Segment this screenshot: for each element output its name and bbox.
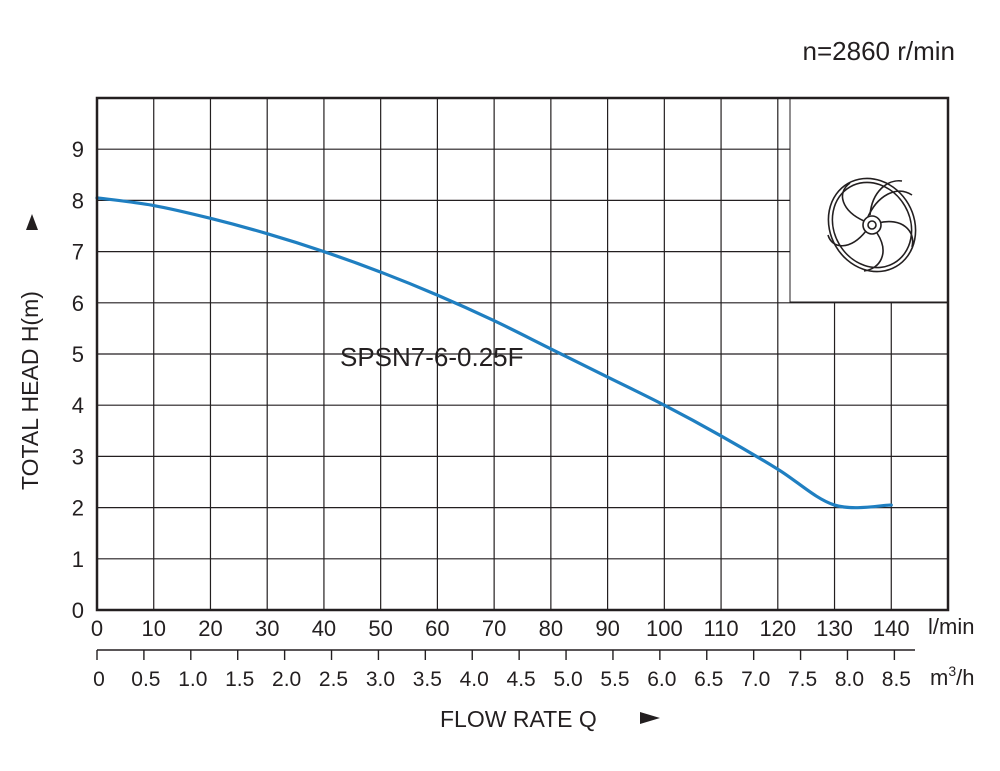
series-line-spsn7 (95, 196, 893, 510)
x-axis-arrow-icon (640, 712, 660, 724)
x-tick-label: 30 (255, 616, 279, 641)
y-axis-arrow-icon (26, 214, 38, 230)
impeller-inset (789, 97, 949, 303)
y-tick-label: 0 (72, 598, 84, 623)
x-tick-label: 80 (539, 616, 563, 641)
y-tick-label: 3 (72, 444, 84, 469)
y-tick-label: 4 (72, 393, 84, 418)
x-unit-lmin: l/min (928, 614, 974, 639)
m3h-tick-label: 1.5 (225, 668, 254, 691)
x-tick-label: 60 (425, 616, 449, 641)
x-tick-label: 140 (873, 616, 910, 641)
m3h-tick-label: 0.5 (131, 668, 160, 691)
m3h-tick-label: 7.5 (788, 668, 817, 691)
x-tick-label: 130 (816, 616, 853, 641)
secondary-x-axis: 0 0.5 1.0 1.5 2.0 2.5 3.0 3.5 4.0 4.5 5.0 5.5 6.0 6.5… (93, 649, 915, 691)
x-unit-m3h: m3/h (930, 663, 974, 690)
m3h-tick-label: 2.0 (272, 668, 301, 691)
plot-frame (95, 96, 950, 612)
x-tick-label: 20 (198, 616, 222, 641)
m3h-tick-label: 6.5 (694, 668, 723, 691)
m3h-tick-label: 2.5 (319, 668, 348, 691)
y-tick-label: 2 (72, 496, 84, 521)
m3h-tick-label: 4.0 (460, 668, 489, 691)
m3h-tick-label: 3.5 (413, 668, 442, 691)
y-tick-labels: 0 1 2 3 4 5 6 7 8 9 (72, 137, 84, 623)
x-tick-label: 40 (312, 616, 336, 641)
m3h-tick-label: 3.0 (366, 668, 395, 691)
y-tick-label: 6 (72, 291, 84, 316)
x-tick-label: 110 (704, 616, 739, 641)
y-tick-label: 7 (72, 240, 84, 265)
x-tick-label: 10 (141, 616, 165, 641)
y-axis-title-group: TOTAL HEAD H(m) (17, 291, 43, 490)
grid-lines (97, 98, 948, 610)
impeller-icon (827, 177, 917, 273)
m3h-tick-label: 8.5 (882, 668, 911, 691)
x-axis-title: FLOW RATE Q (440, 706, 597, 732)
m3h-tick-label: 5.0 (553, 668, 582, 691)
speed-label: n=2860 r/min (803, 36, 955, 66)
y-tick-label: 9 (72, 137, 84, 162)
m3h-tick-label: 0 (93, 668, 105, 691)
x-tick-label: 70 (482, 616, 506, 641)
m3h-tick-label: 5.5 (600, 668, 629, 691)
m3h-tick-label: 1.0 (178, 668, 207, 691)
m3h-tick-label: 6.0 (647, 668, 676, 691)
m3h-tick-label: 7.0 (741, 668, 770, 691)
x-tick-label: 100 (646, 616, 683, 641)
x-tick-label: 0 (91, 616, 103, 641)
m3h-tick-label: 4.5 (507, 668, 536, 691)
x-tick-label: 120 (759, 616, 796, 641)
y-tick-label: 5 (72, 342, 84, 367)
curve-layer (95, 196, 893, 510)
x-tick-label: 50 (368, 616, 392, 641)
y-tick-label: 1 (72, 547, 84, 572)
y-axis-title: TOTAL HEAD H(m) (17, 291, 43, 490)
x-tick-label: 90 (595, 616, 619, 641)
series-label: SPSN7-6-0.25F (340, 342, 524, 372)
m3h-tick-label: 8.0 (835, 668, 864, 691)
y-tick-label: 8 (72, 188, 84, 213)
x-tick-labels-lmin: 0 10 20 30 40 50 60 70 80 90 100 110 120 130 140 (91, 616, 910, 641)
